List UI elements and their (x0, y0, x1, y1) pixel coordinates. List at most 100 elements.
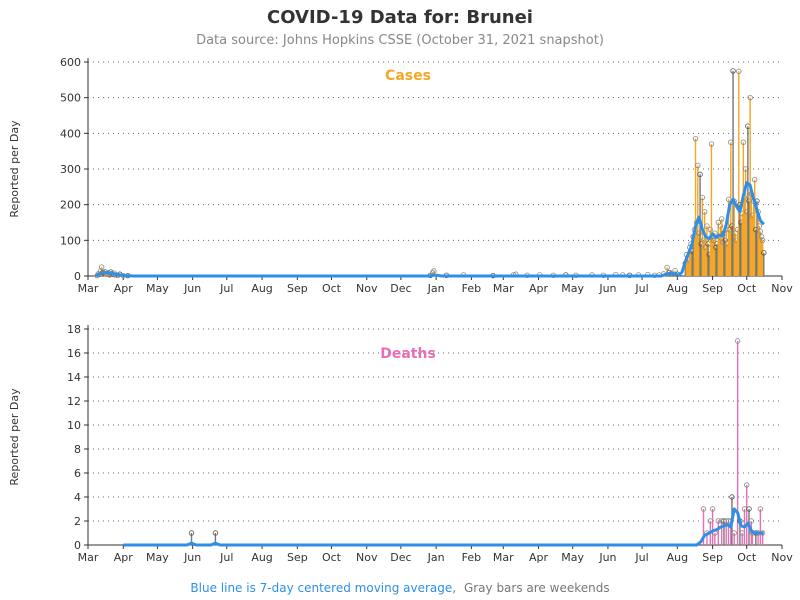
cases-xtick-label: Jul (634, 282, 648, 295)
cases-xtick-label: Nov (356, 282, 378, 295)
deaths-xtick-label: Sep (287, 551, 308, 564)
deaths-point (746, 506, 752, 512)
cases-panel: 0 100 200 300 400 500 600 Mar Apr May Jun Jul Aug Sep… (8, 56, 793, 295)
deaths-moving-average-line (123, 507, 764, 547)
cases-panel-title: Cases (385, 68, 431, 84)
cases-point (761, 250, 767, 256)
deaths-ytick-label: 4 (74, 491, 81, 504)
cases-xtick-label: Mar (78, 282, 99, 295)
deaths-point (700, 506, 707, 512)
deaths-ytick-label: 10 (67, 419, 81, 432)
deaths-ytick-label: 16 (67, 347, 81, 360)
cases-ytick-label: 100 (60, 234, 81, 247)
deaths-xtick-label: Mar (78, 551, 99, 564)
cases-point (696, 230, 702, 236)
deaths-xtick-label: Mar (493, 551, 514, 564)
cases-point (711, 237, 717, 244)
deaths-ytick-label: 8 (74, 443, 81, 456)
deaths-point (715, 518, 721, 524)
footer-gray-note: Gray bars are weekends (464, 581, 610, 595)
deaths-ytick-label: 2 (74, 515, 81, 528)
cases-moving-average-line (95, 181, 765, 278)
cases-point (751, 176, 758, 183)
deaths-xtick-label: Oct (322, 551, 342, 564)
deaths-point (729, 494, 735, 500)
deaths-xtick-label: Jun (598, 551, 616, 564)
deaths-ytick-label: 0 (74, 539, 81, 552)
cases-ytick-label: 400 (60, 127, 81, 140)
deaths-ytick-label: 12 (67, 395, 81, 408)
deaths-panel: 0 2 4 6 8 10 12 14 16 18 Mar Apr May Jun Jul Aug Sep Oct N… (8, 323, 793, 564)
deaths-xtick-label: Dec (390, 551, 411, 564)
deaths-point (757, 506, 764, 512)
cases-xtick-label: May (146, 282, 169, 295)
cases-ytick-label: 0 (74, 270, 81, 283)
cases-ytick-label: 300 (60, 163, 81, 176)
cases-point (692, 135, 699, 142)
cases-point (717, 223, 724, 229)
deaths-point (734, 338, 741, 344)
cases-point (697, 171, 703, 178)
cases-xtick-label: Jan (427, 282, 445, 295)
cases-point (747, 94, 753, 101)
deaths-ytick-label: 6 (74, 467, 81, 480)
deaths-point (188, 530, 195, 536)
deaths-xtick-label: Feb (462, 551, 481, 564)
cases-xtick-label: Mar (493, 282, 514, 295)
cases-xtick-label: Apr (529, 282, 549, 295)
cases-point (759, 237, 766, 244)
cases-point (758, 234, 765, 240)
cases-xtick-label: Apr (114, 282, 134, 295)
cases-xtick-label: May (561, 282, 584, 295)
cases-point (701, 209, 708, 215)
chart-title: COVID-19 Data for: Brunei (267, 7, 533, 28)
deaths-xtick-label: Nov (771, 551, 793, 564)
deaths-xtick-label: Aug (667, 551, 688, 564)
cases-y-axis-label: Reported per Day (8, 120, 21, 218)
cases-xtick-label: Dec (390, 282, 411, 295)
footer-blue-note: Blue line is 7-day centered moving avera… (190, 581, 456, 595)
cases-point (719, 216, 725, 222)
deaths-xtick-label: May (146, 551, 169, 564)
footer-note: Blue line is 7-day centered moving avera… (190, 581, 609, 595)
cases-point (700, 237, 707, 244)
cases-xtick-label: Oct (322, 282, 342, 295)
deaths-point (731, 530, 737, 536)
deaths-xtick-label: May (561, 551, 584, 564)
deaths-xtick-label: Jul (219, 551, 233, 564)
cases-xtick-label: Jun (183, 282, 201, 295)
cases-point (730, 68, 736, 74)
deaths-xtick-label: Apr (529, 551, 549, 564)
cases-xtick-label: Sep (287, 282, 308, 295)
cases-xtick-label: Aug (251, 282, 272, 295)
cases-point (707, 226, 714, 233)
cases-xtick-label: Nov (771, 282, 793, 295)
cases-xtick-label: Sep (702, 282, 723, 295)
deaths-xtick-label: Nov (356, 551, 378, 564)
cases-point (664, 264, 670, 271)
cases-point (736, 68, 742, 74)
cases-ytick-label: 600 (60, 56, 81, 69)
cases-xtick-label: Feb (462, 282, 481, 295)
cases-point (704, 223, 710, 229)
cases-xtick-label: Oct (737, 282, 757, 295)
cases-point (431, 268, 437, 274)
cases-point (98, 264, 105, 270)
chart-subtitle: Data source: Johns Hopkins CSSE (October… (196, 33, 604, 48)
deaths-xtick-label: Apr (114, 551, 134, 564)
deaths-y-axis-label: Reported per Day (8, 388, 21, 486)
cases-point (699, 194, 706, 201)
cases-xtick-label: Aug (667, 282, 688, 295)
cases-point (708, 141, 715, 147)
cases-point (757, 228, 764, 235)
cases-xtick-label: Jul (219, 282, 233, 295)
deaths-xtick-label: Jan (427, 551, 445, 564)
deaths-xtick-label: Aug (251, 551, 272, 564)
cases-point (695, 162, 701, 169)
deaths-point (709, 506, 716, 512)
deaths-panel-title: Deaths (380, 346, 436, 362)
cases-ytick-label: 200 (60, 199, 81, 212)
deaths-point (212, 530, 219, 536)
